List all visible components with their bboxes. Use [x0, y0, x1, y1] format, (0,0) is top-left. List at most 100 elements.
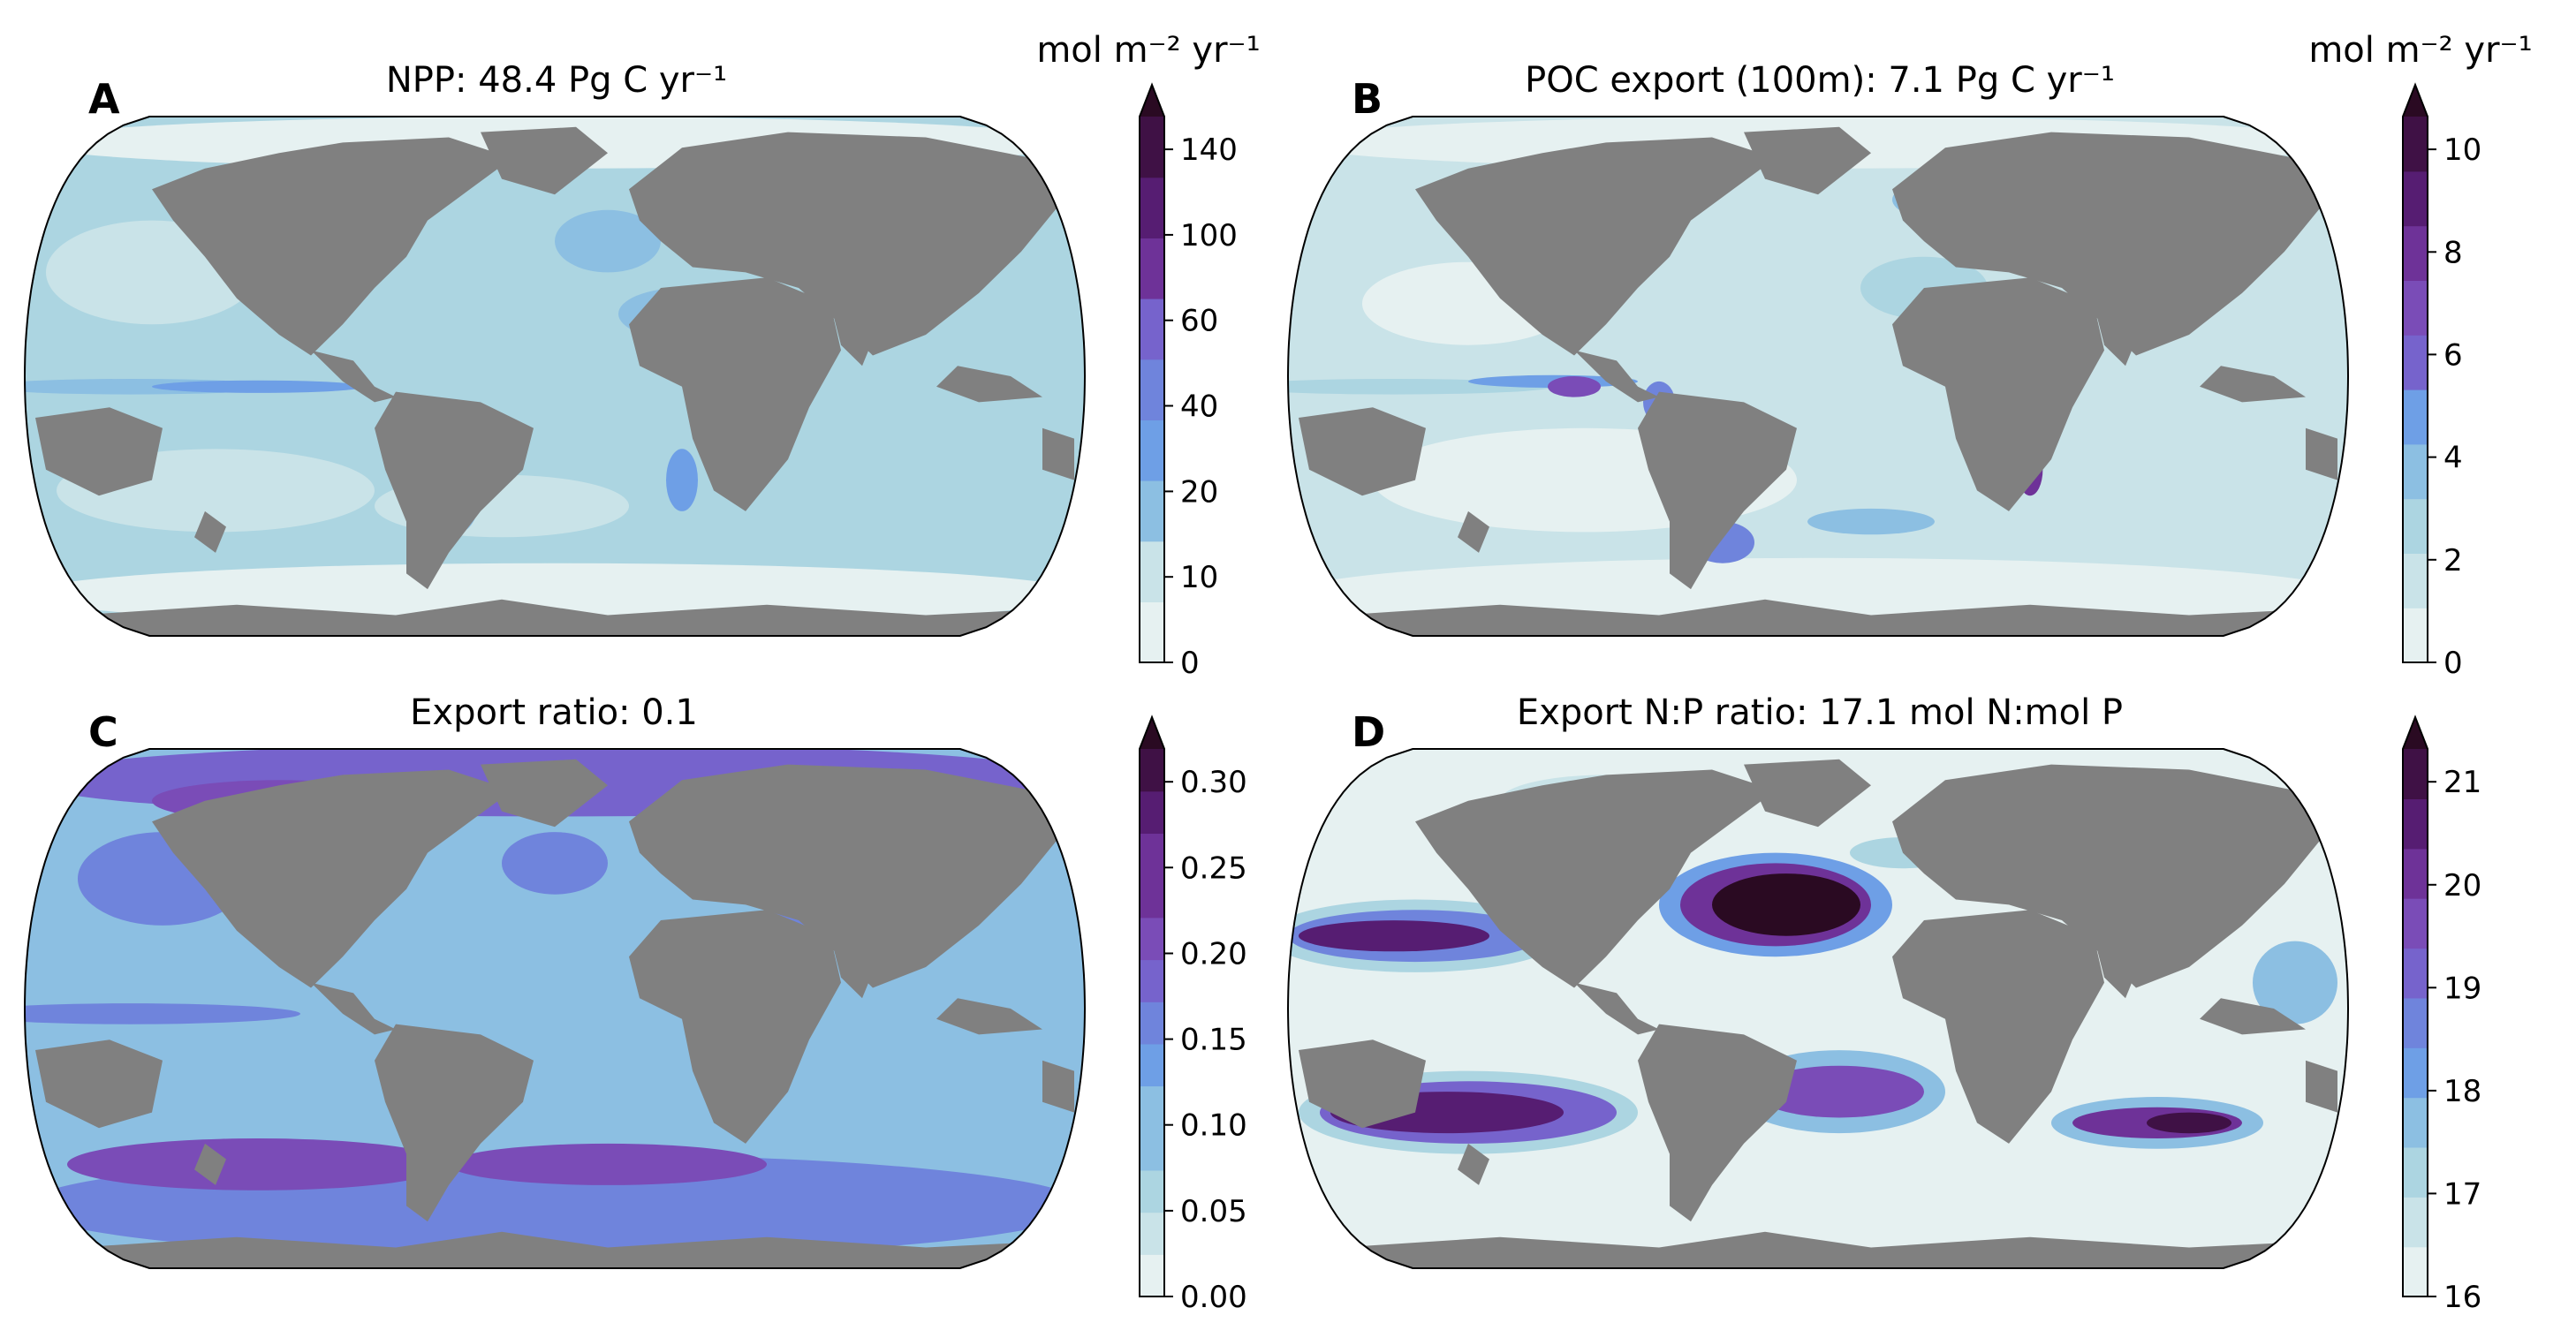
colorbar-level	[2403, 948, 2428, 999]
land-mass	[1458, 1143, 1489, 1185]
colorbar-tick-label: 20	[1180, 474, 1218, 510]
panel-a-title: NPP: 48.4 Pg C yr⁻¹	[386, 60, 727, 101]
land-mass	[481, 759, 608, 828]
colorbar-tick-label: 0	[2443, 646, 2463, 681]
land-mass	[1299, 1039, 1426, 1129]
colorbar-level	[1140, 917, 1164, 961]
colorbar-tick-label: 0.20	[1180, 937, 1247, 972]
land-mass	[629, 132, 1064, 356]
colorbar-level	[2403, 798, 2428, 850]
colorbar-level	[2403, 1146, 2428, 1198]
land-mass	[629, 764, 1064, 988]
colorbar-frame	[2402, 82, 2428, 663]
ocean-contour	[25, 1003, 300, 1024]
colorbar-level	[2403, 389, 2428, 445]
colorbar-level	[1140, 238, 1164, 299]
colorbar-level	[2403, 498, 2428, 554]
land-mass	[152, 137, 512, 356]
land-mass	[1892, 277, 2104, 511]
panel-c-letter: C	[88, 708, 118, 756]
land-mass	[1574, 350, 1659, 403]
colorbar-tick-label: 20	[2443, 868, 2481, 903]
ocean-contour	[152, 380, 364, 393]
colorbar-tick-label: 140	[1180, 132, 1238, 168]
colorbar-tick-label: 4	[2443, 441, 2463, 476]
panel-c-title: Export ratio: 0.1	[410, 692, 698, 733]
colorbar-level	[1140, 420, 1164, 481]
colorbar-tick-label: 6	[2443, 337, 2463, 373]
colorbar-extend-arrow	[1140, 717, 1164, 749]
ocean-contour	[1548, 376, 1601, 397]
land-mass	[194, 1143, 226, 1185]
colorbar-tick-label: 60	[1180, 304, 1218, 339]
colorbar-level	[2403, 280, 2428, 336]
colorbar-tick-label: 10	[2443, 132, 2481, 168]
land-mass	[1892, 132, 2327, 356]
panel-b-title: POC export (100m): 7.1 Pg C yr⁻¹	[1525, 60, 2115, 101]
colorbar-level	[1140, 1043, 1164, 1087]
colorbar-level	[1140, 1002, 1164, 1045]
colorbar-tick-label: 16	[2443, 1280, 2481, 1315]
panel-c: C Export ratio: 0.1 0.00 0.05 0.10 0.15 0.20…	[23, 692, 1247, 1315]
map-outline	[23, 748, 1087, 1269]
land-mass	[1299, 407, 1426, 496]
land-mass	[830, 303, 883, 367]
land-mass	[1574, 982, 1659, 1035]
colorbar-level	[2403, 848, 2428, 899]
panel-b-map	[1286, 116, 2350, 637]
colorbar-tick-label: 8	[2443, 235, 2463, 270]
colorbar-level	[1140, 540, 1164, 602]
colorbar-level	[2403, 749, 2428, 799]
land-mass	[375, 1024, 534, 1222]
colorbar-level	[2403, 608, 2428, 663]
land-mass	[1309, 599, 2327, 636]
colorbar-level	[2403, 335, 2428, 390]
map-outline	[1286, 116, 2350, 637]
ocean-contour	[1807, 508, 1935, 535]
ocean-contour	[2253, 941, 2337, 1024]
ocean-contour	[1299, 920, 1489, 952]
panel-d-map	[1286, 748, 2350, 1269]
panel-a: A NPP: 48.4 Pg C yr⁻¹ mol m⁻² yr⁻¹ 0 10 20…	[23, 30, 1261, 681]
map-outline	[23, 116, 1087, 637]
land-mass	[2306, 427, 2337, 480]
colorbar-tick-label: 17	[2443, 1176, 2481, 1212]
ocean-contour	[449, 1143, 767, 1185]
land-mass	[46, 1231, 1064, 1268]
ocean-contour	[1712, 873, 1860, 936]
panel-c-colorbar: 0.00 0.05 0.10 0.15 0.20 0.25 0.30	[1139, 714, 1247, 1315]
panel-b-unit-label: mol m⁻² yr⁻¹	[2308, 30, 2532, 71]
colorbar-tick-label: 0.00	[1180, 1280, 1247, 1315]
panel-d: D Export N:P ratio: 17.1 mol N:mol P 161…	[1286, 692, 2481, 1315]
ocean-field	[25, 749, 1085, 1268]
land-mass	[194, 510, 226, 553]
panel-b-letter: B	[1352, 75, 1383, 123]
panel-b: B POC export (100m): 7.1 Pg C yr⁻¹ mol m…	[1286, 30, 2533, 681]
ocean-contour	[502, 832, 608, 895]
colorbar-level	[1140, 1085, 1164, 1129]
colorbar-level	[1140, 177, 1164, 238]
land-mass	[2094, 935, 2147, 999]
ocean-field	[25, 117, 1085, 636]
land-mass	[35, 407, 163, 496]
land-mass	[1415, 137, 1776, 356]
colorbar-level	[1140, 480, 1164, 542]
colorbar-frame	[2402, 714, 2428, 1297]
colorbar-level	[2403, 443, 2428, 500]
panel-c-map	[23, 748, 1087, 1269]
land-mass	[1042, 1060, 1074, 1113]
colorbar-level	[2403, 1097, 2428, 1148]
colorbar-frame	[1139, 714, 1165, 1297]
land-mass	[629, 277, 841, 511]
colorbar-extend-arrow	[2403, 85, 2428, 117]
ocean-field	[1288, 117, 2348, 636]
colorbar-level	[1140, 1212, 1164, 1255]
colorbar-level	[1140, 959, 1164, 1002]
ocean-field	[1288, 749, 2348, 1268]
land-mass	[1744, 759, 1871, 828]
ocean-contour	[555, 209, 661, 273]
panel-b-colorbar: 0 2 4 6 8 10	[2402, 82, 2481, 681]
land-mass	[311, 350, 396, 403]
colorbar-level	[1140, 1254, 1164, 1297]
